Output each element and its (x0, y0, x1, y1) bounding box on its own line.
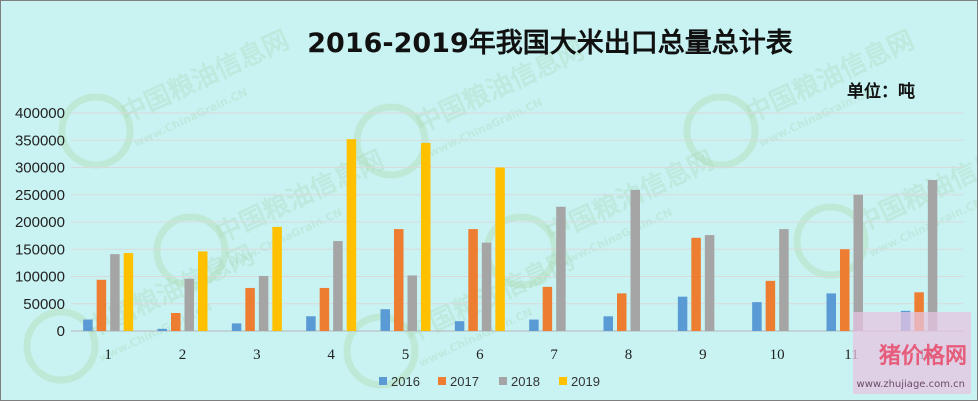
x-tick-label: 4 (327, 347, 335, 363)
site-watermark-title: 猪价格网 (878, 343, 967, 369)
watermark-logo-icon (23, 308, 99, 384)
site-watermark (853, 312, 971, 394)
y-tick-label: 350000 (15, 132, 65, 149)
bar-2017-11 (840, 249, 850, 331)
bar-2018-6 (481, 242, 492, 331)
unit-label: 单位：吨 (847, 82, 915, 102)
legend-swatch-2018 (499, 377, 507, 385)
bar-2017-2 (171, 313, 181, 331)
bar-2017-8 (617, 293, 627, 331)
bar-2018-9 (704, 235, 715, 331)
x-tick-label: 1 (104, 347, 112, 363)
bar-2016-4 (306, 316, 316, 331)
bar-2016-8 (603, 316, 613, 331)
bar-2017-6 (468, 229, 478, 331)
bar-2018-1 (110, 254, 120, 331)
bar-2017-1 (96, 279, 107, 331)
bar-2018-4 (333, 241, 343, 331)
bar-2017-9 (691, 237, 701, 331)
bar-2018-11 (853, 194, 863, 331)
legend-label-2016: 2016 (391, 374, 420, 389)
y-tick-label: 50000 (23, 296, 65, 313)
bar-2017-4 (319, 287, 330, 331)
bar-2017-3 (245, 287, 255, 331)
bar-2019-1 (123, 253, 134, 331)
bar-2018-7 (556, 206, 566, 331)
legend-label-2017: 2017 (450, 374, 479, 389)
legend-label-2018: 2018 (511, 374, 540, 389)
x-tick-label: 8 (625, 347, 633, 363)
bar-2016-5 (380, 309, 390, 331)
legend-label-2019: 2019 (571, 374, 600, 389)
bar-2016-11 (826, 293, 836, 331)
watermark-text: 中国粮油信息网 (851, 134, 977, 239)
bar-2018-12 (927, 180, 938, 331)
bar-2018-8 (630, 189, 640, 331)
x-tick-label: 6 (476, 347, 484, 363)
x-tick-label: 5 (402, 347, 410, 363)
bar-2016-7 (529, 319, 539, 331)
bar-2019-3 (272, 226, 282, 331)
bar-2016-6 (454, 321, 465, 331)
y-tick-label: 100000 (15, 269, 65, 286)
legend-swatch-2016 (379, 377, 387, 385)
watermark-logo-icon (58, 93, 134, 169)
bar-2018-2 (184, 278, 194, 331)
bar-2017-10 (765, 280, 776, 331)
bar-2019-6 (495, 167, 505, 331)
bar-2016-9 (677, 296, 688, 331)
bar-2019-2 (198, 251, 208, 331)
bar-2018-10 (779, 229, 789, 331)
bar-2019-4 (346, 139, 357, 331)
bar-2016-1 (83, 319, 93, 331)
site-watermark-url: www.zhujiage.com.cn (856, 379, 965, 390)
x-tick-label: 9 (699, 347, 707, 363)
y-tick-label: 150000 (15, 241, 65, 258)
bar-2016-2 (157, 328, 167, 331)
chart-title: 2016-2019年我国大米出口总量总计表 (307, 28, 793, 59)
bar-2018-3 (258, 275, 269, 331)
watermark-logo-icon (353, 103, 429, 179)
y-tick-label: 250000 (15, 187, 65, 204)
x-tick-label: 2 (179, 347, 187, 363)
x-tick-label: 10 (770, 347, 785, 363)
y-tick-label: 400000 (15, 105, 65, 122)
y-tick-label: 200000 (15, 214, 65, 231)
bar-2017-7 (542, 286, 553, 331)
watermark-logo-icon (793, 203, 869, 279)
bar-2017-5 (394, 229, 404, 331)
bar-2019-5 (421, 142, 431, 331)
watermark-logo-icon (683, 93, 759, 169)
legend-swatch-2017 (438, 377, 446, 385)
x-tick-label: 7 (550, 347, 558, 363)
y-tick-label: 300000 (15, 160, 65, 177)
bar-2016-3 (231, 323, 242, 331)
bar-2016-10 (752, 302, 762, 331)
bar-2018-5 (407, 275, 417, 331)
y-tick-label: 0 (57, 323, 65, 340)
x-tick-label: 3 (253, 347, 261, 363)
bar-2017-12 (914, 292, 924, 331)
legend-swatch-2019 (559, 377, 567, 385)
